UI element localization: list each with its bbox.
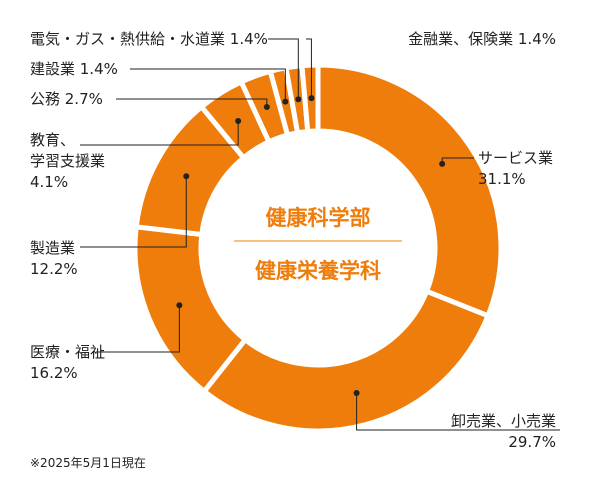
leader-line-3 — [80, 176, 187, 248]
leader-line-5 — [116, 98, 268, 107]
leader-line-7 — [268, 38, 299, 100]
slice-label-2: 医療・福祉 16.2% — [30, 343, 105, 382]
leader-line-6 — [130, 68, 286, 102]
slice-0 — [315, 62, 504, 320]
leader-line-1 — [356, 392, 560, 431]
leader-lines — [80, 38, 560, 431]
slice-label-7: 電気・ガス・熱供給・水道業 1.4% — [30, 30, 268, 48]
slice-label-1: 卸売業、小売業 29.7% — [451, 412, 556, 451]
leader-line-0 — [441, 157, 474, 164]
slice-1 — [200, 288, 492, 434]
slice-label-0: サービス業 31.1% — [478, 149, 553, 188]
leader-line-8 — [306, 38, 312, 99]
leader-line-2 — [96, 305, 180, 353]
donut-slices — [132, 62, 504, 434]
slice-labels: サービス業 31.1% 卸売業、小売業 29.7% 医療・福祉 16.2% 製造業 12.2%… — [30, 30, 556, 451]
slice-label-6: 建設業 1.4% — [30, 60, 118, 78]
leader-line-4 — [80, 121, 239, 146]
slice-label-4: 教育、学習支援業 4.1% — [30, 131, 105, 191]
slice-label-3: 製造業 12.2% — [30, 239, 78, 278]
slice-label-5: 公務 2.7% — [30, 90, 103, 108]
center-title-department: 健康栄養学科 — [255, 259, 381, 283]
slice-label-8: 金融業、保険業 1.4% — [408, 30, 556, 48]
center-title-faculty: 健康科学部 — [266, 206, 371, 230]
date-note: ※2025年5月1日現在 — [30, 456, 146, 470]
